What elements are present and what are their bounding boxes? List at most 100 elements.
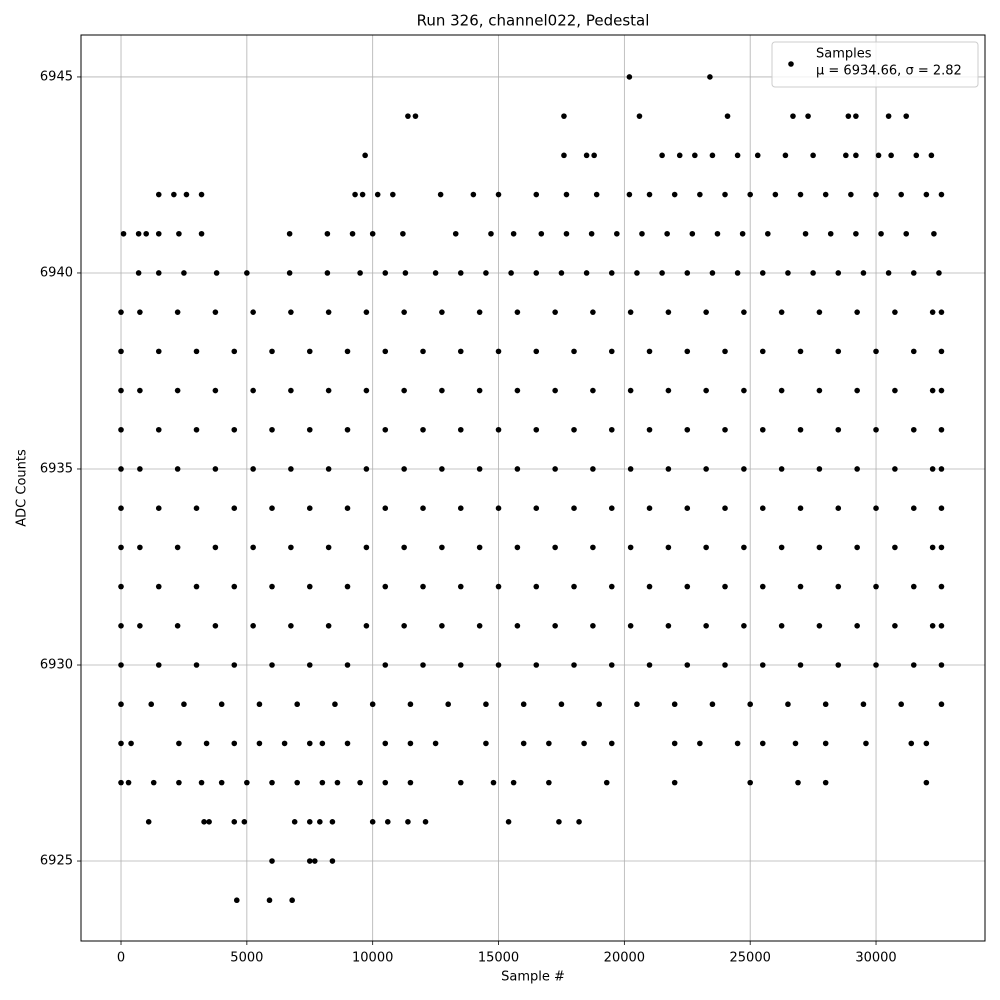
point (212, 387, 219, 394)
x-tick-label: 20000 (604, 951, 645, 966)
point (759, 740, 766, 747)
point (741, 309, 747, 315)
point (382, 426, 389, 433)
point (155, 270, 162, 276)
point (608, 662, 615, 668)
point (312, 858, 318, 864)
point (231, 819, 238, 825)
point (665, 544, 672, 551)
point (470, 191, 477, 198)
point (552, 544, 558, 551)
point (772, 191, 779, 198)
point (854, 544, 860, 551)
point (281, 740, 288, 747)
point (558, 701, 565, 708)
point (724, 113, 731, 119)
point (885, 270, 892, 276)
point (709, 701, 716, 708)
legend-marker (788, 61, 794, 67)
point (362, 152, 368, 159)
point (256, 740, 263, 747)
point (118, 779, 124, 786)
point (938, 544, 945, 551)
point (778, 309, 785, 315)
point (294, 701, 300, 708)
point (878, 230, 884, 237)
points (118, 74, 945, 904)
point (137, 466, 143, 472)
point (359, 191, 366, 198)
point (325, 544, 332, 551)
point (608, 426, 615, 433)
point (206, 819, 212, 825)
point (181, 701, 187, 708)
point (382, 270, 389, 276)
point (697, 191, 703, 198)
point (412, 113, 419, 119)
point (938, 583, 945, 590)
point (938, 191, 945, 198)
point (759, 505, 766, 511)
point (439, 387, 445, 394)
point (910, 583, 917, 590)
point (747, 701, 753, 708)
point (176, 779, 182, 786)
point (792, 740, 799, 747)
point (938, 309, 945, 315)
point (816, 466, 823, 472)
point (145, 819, 152, 825)
x-tick-label: 10000 (352, 951, 393, 966)
point (765, 230, 771, 237)
point (910, 348, 917, 355)
point (155, 583, 162, 590)
point (137, 544, 143, 551)
point (665, 623, 672, 629)
point (684, 270, 691, 276)
point (596, 701, 602, 708)
point (797, 191, 804, 198)
point (288, 387, 294, 394)
point (797, 505, 804, 511)
point (835, 270, 842, 276)
point (269, 505, 275, 511)
point (495, 426, 502, 433)
point (590, 309, 596, 315)
point (363, 623, 370, 629)
point (734, 270, 741, 276)
point (816, 309, 823, 315)
point (810, 152, 816, 159)
point (135, 270, 142, 276)
point (938, 662, 945, 668)
point (608, 583, 615, 590)
point (665, 309, 672, 315)
x-tick-label: 25000 (730, 951, 771, 966)
point (118, 623, 124, 629)
point (590, 544, 596, 551)
point (759, 270, 766, 276)
point (244, 270, 250, 276)
point (608, 740, 615, 747)
point (250, 623, 256, 629)
point (754, 152, 761, 159)
point (286, 230, 293, 237)
point (790, 113, 796, 119)
point (797, 348, 804, 355)
point (533, 505, 540, 511)
point (269, 662, 275, 668)
point (684, 662, 691, 668)
point (734, 740, 741, 747)
point (759, 583, 766, 590)
point (671, 740, 678, 747)
plot-frame (80, 34, 986, 942)
point (457, 505, 464, 511)
point (561, 152, 567, 159)
point (118, 426, 124, 433)
point (892, 387, 898, 394)
point (483, 740, 489, 747)
point (853, 113, 859, 119)
point (759, 426, 766, 433)
point (266, 897, 273, 904)
point (269, 858, 275, 864)
point (558, 270, 565, 276)
point (401, 387, 407, 394)
